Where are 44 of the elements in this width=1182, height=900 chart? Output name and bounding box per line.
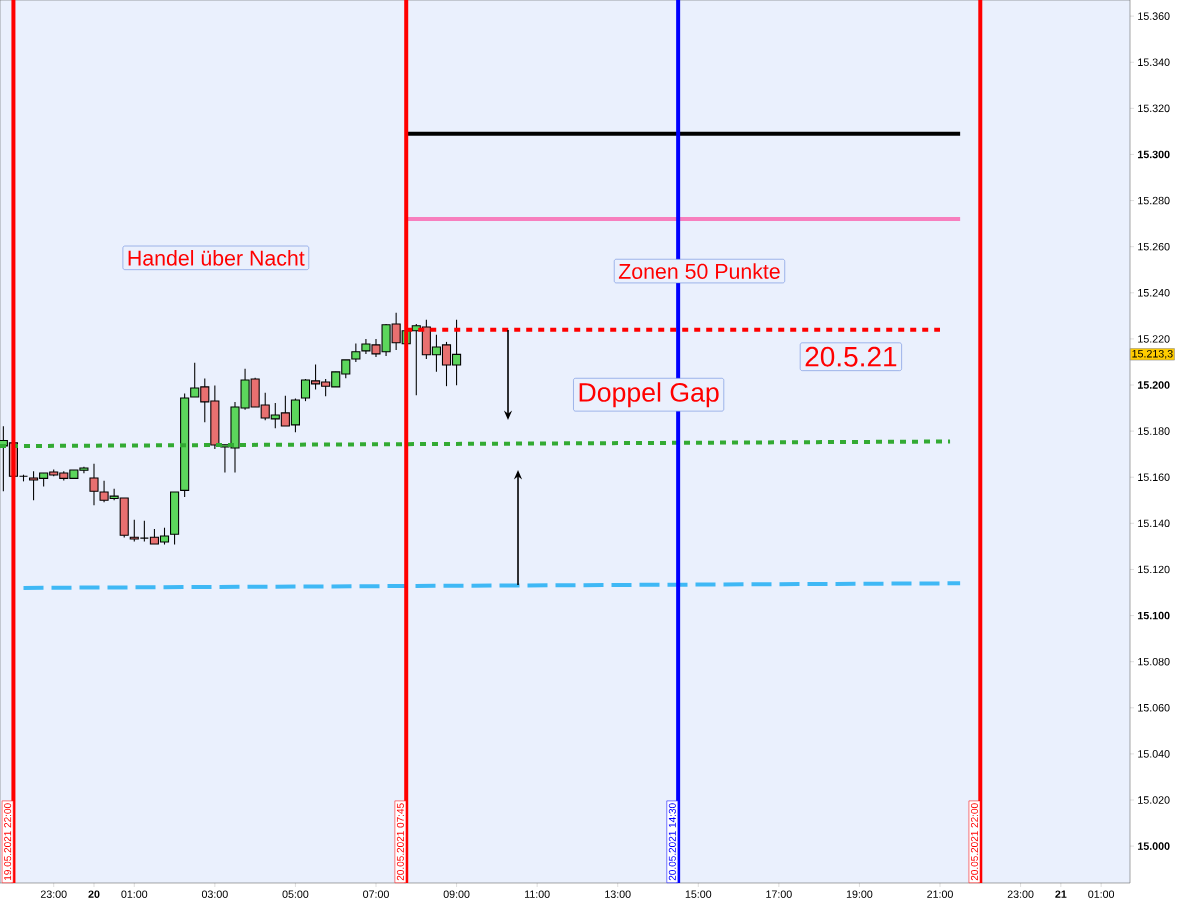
x-tick-label: 01:00	[1088, 890, 1115, 898]
annotation: Doppel Gap	[579, 382, 719, 408]
y-tick-label: 15.260	[1138, 242, 1170, 251]
ref-line-label: 20.05.2021 22:00	[970, 803, 979, 881]
y-tick-label: 15.340	[1138, 58, 1170, 67]
y-tick-label: 15.160	[1138, 473, 1170, 482]
y-tick-label: 15.040	[1138, 750, 1170, 758]
x-tick-label: 01:00	[121, 890, 148, 898]
x-tick-label: 03:00	[201, 890, 228, 898]
x-tick-label: 23:00	[40, 890, 67, 898]
x-tick-label: 23:00	[1007, 890, 1034, 898]
y-tick-label: 15.320	[1138, 104, 1170, 113]
y-tick-label: 15.180	[1138, 427, 1170, 435]
ref-line-label: 20.05.2021 14:30	[668, 803, 676, 881]
ref-line-label: 20.05.2021 07:45	[396, 803, 404, 881]
y-tick-label: 15.120	[1138, 565, 1170, 574]
annotation: Handel über Nacht	[128, 250, 305, 266]
y-tick-label: 15.100	[1138, 611, 1170, 620]
y-tick-label: 15.000	[1138, 842, 1170, 850]
x-tick-label: 09:00	[443, 890, 470, 898]
x-tick-label: 21	[1055, 890, 1067, 898]
x-tick-label: 11:00	[525, 890, 550, 898]
annotation: 20.5.21	[805, 346, 897, 367]
x-tick-label: 21:00	[927, 890, 953, 898]
y-tick-label: 15.300	[1138, 150, 1170, 159]
y-tick-label: 15.060	[1138, 704, 1170, 712]
x-tick-label: 20	[88, 890, 100, 898]
text: 15.213,3	[1132, 349, 1173, 359]
x-tick-label: 19:00	[846, 890, 873, 898]
y-tick-label: 15.140	[1138, 519, 1170, 528]
y-tick-label: 15.360	[1138, 12, 1170, 20]
y-tick-label: 15.220	[1138, 335, 1170, 343]
x-tick-label: 05:00	[282, 890, 309, 898]
x-tick-label: 13:00	[605, 890, 631, 898]
y-tick-label: 15.020	[1138, 796, 1170, 804]
annotation: Zonen 50 Punkte	[618, 263, 780, 279]
y-tick-label: 15.280	[1138, 196, 1170, 205]
y-tick-label: 15.200	[1138, 381, 1170, 389]
x-tick-label: 07:00	[363, 890, 389, 898]
x-tick-label: 15:00	[685, 890, 712, 898]
y-tick-label: 15.240	[1138, 289, 1170, 297]
y-tick-label: 15.080	[1138, 657, 1170, 666]
x-tick-label: 17:00	[766, 890, 792, 898]
ref-line-label: 19.05.2021 22:00	[4, 803, 12, 880]
